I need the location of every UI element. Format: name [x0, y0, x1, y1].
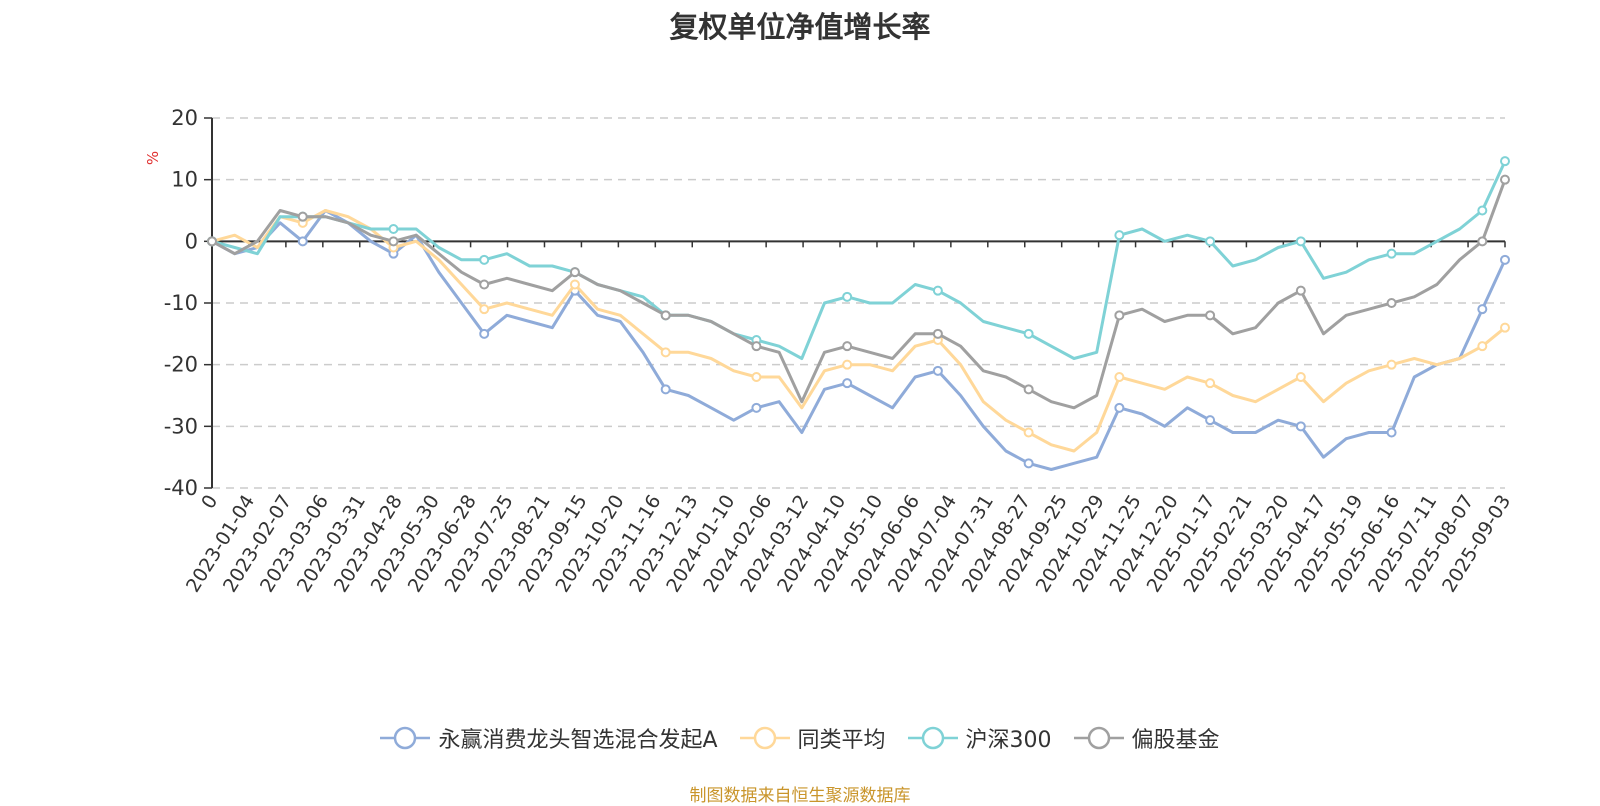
data-point	[660, 347, 671, 358]
data-point	[479, 328, 490, 339]
y-tick-label: -10	[164, 291, 198, 315]
data-point	[1205, 415, 1216, 426]
data-point	[1295, 285, 1306, 296]
series-lines	[207, 156, 1510, 471]
series-line	[211, 179, 1507, 410]
legend-swatch-circle	[394, 726, 417, 750]
legend-item[interactable]: 同类平均	[739, 722, 886, 754]
data-point	[1386, 298, 1397, 308]
series-line	[211, 209, 1506, 453]
data-point	[842, 341, 853, 352]
data-point	[932, 328, 943, 339]
y-axis-unit-label: %	[144, 151, 162, 165]
data-point	[751, 372, 762, 382]
legend-swatch-circle	[753, 726, 776, 750]
data-point	[1023, 384, 1034, 395]
data-point	[569, 267, 580, 278]
y-tick-label: -20	[164, 353, 198, 377]
data-point	[1477, 236, 1488, 247]
legend-item[interactable]: 永赢消费龙头智选混合发起A	[380, 722, 718, 754]
data-point	[932, 285, 943, 296]
data-point	[1500, 174, 1510, 185]
y-tick-label: 20	[171, 106, 198, 130]
y-tick-label: -40	[164, 476, 198, 500]
data-point	[479, 304, 490, 315]
legend-swatch-circle	[1087, 726, 1110, 750]
data-point	[1205, 310, 1216, 321]
data-point	[1500, 254, 1510, 265]
data-point	[932, 365, 943, 376]
y-tick-label: -30	[164, 414, 198, 438]
data-point	[1114, 402, 1125, 413]
data-point	[751, 341, 762, 352]
y-tick-label: 10	[171, 168, 198, 192]
data-point	[479, 254, 490, 265]
data-point	[1295, 372, 1306, 382]
data-point	[842, 378, 853, 389]
data-point	[1205, 378, 1216, 389]
data-point	[1386, 427, 1397, 438]
data-point	[1023, 427, 1034, 438]
data-point	[1386, 248, 1397, 259]
legend-swatch-icon	[380, 726, 431, 750]
chart-legend: 永赢消费龙头智选混合发起A 同类平均 沪深300 偏股基金	[0, 722, 1600, 754]
data-point	[1500, 322, 1510, 333]
data-point	[388, 224, 399, 234]
legend-swatch-icon	[1073, 726, 1124, 750]
data-point	[842, 291, 853, 302]
data-point	[1477, 304, 1488, 315]
data-point	[660, 384, 671, 395]
data-point	[1295, 421, 1306, 432]
legend-item[interactable]: 偏股基金	[1073, 722, 1220, 754]
data-point	[1023, 458, 1034, 469]
data-point	[1295, 236, 1306, 247]
data-point	[569, 279, 580, 290]
source-note: 制图数据来自恒生聚源数据库	[689, 786, 911, 806]
legend-label: 同类平均	[797, 728, 886, 753]
data-point	[1500, 156, 1510, 167]
legend-item[interactable]: 沪深300	[907, 722, 1052, 754]
data-point	[1114, 310, 1125, 321]
y-tick-label: 0	[185, 229, 198, 253]
data-point	[297, 211, 308, 222]
data-point	[1477, 205, 1488, 216]
grid-lines	[212, 117, 1505, 489]
data-point	[1205, 236, 1216, 247]
legend-swatch-circle	[921, 726, 944, 750]
series-line	[211, 209, 1507, 471]
legend-label: 沪深300	[965, 728, 1052, 753]
data-point	[1023, 328, 1034, 339]
series-line	[211, 160, 1507, 360]
data-point	[842, 359, 853, 370]
chart-title: 复权单位净值增长率	[669, 10, 931, 44]
data-point	[1386, 359, 1397, 370]
x-tick-label: 0	[197, 491, 222, 513]
legend-label: 永赢消费龙头智选混合发起A	[438, 728, 718, 753]
data-point	[1477, 341, 1488, 352]
data-point	[1114, 230, 1125, 241]
data-point	[207, 236, 217, 247]
legend-swatch-icon	[739, 726, 790, 750]
data-point	[660, 310, 671, 321]
data-point	[751, 402, 762, 413]
data-point	[297, 236, 308, 247]
legend-label: 偏股基金	[1131, 728, 1220, 753]
data-point	[1114, 372, 1125, 382]
data-point	[388, 236, 399, 247]
data-point	[479, 279, 490, 290]
legend-swatch-icon	[907, 726, 958, 750]
